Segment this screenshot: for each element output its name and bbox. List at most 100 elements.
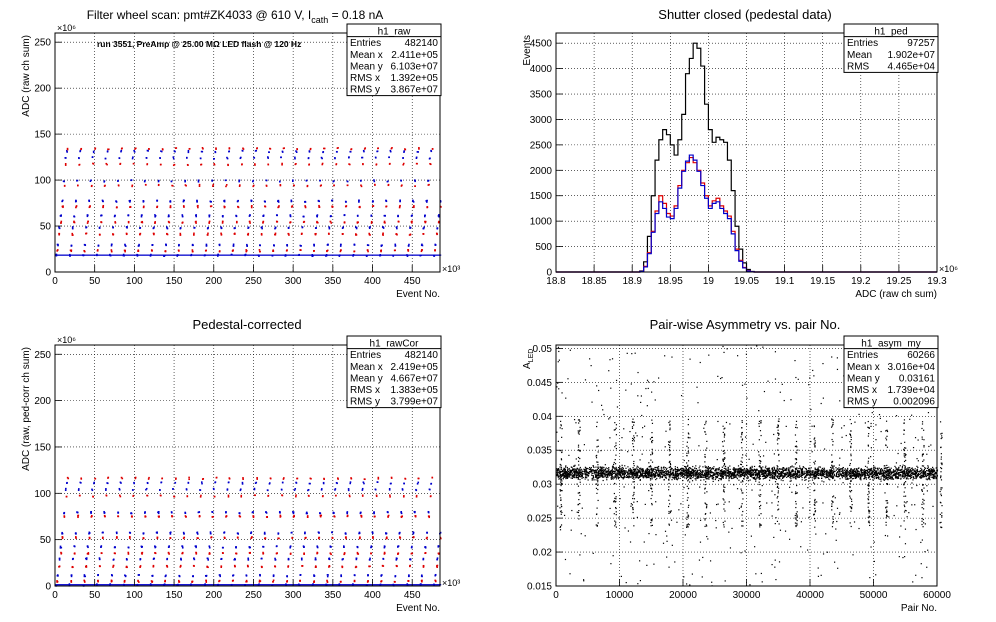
scatter-base-point: [388, 254, 390, 256]
asymmetry-point: [894, 477, 897, 479]
scatter-point: [152, 564, 155, 567]
asymmetry-point: [609, 475, 611, 477]
stats-box: [843, 23, 939, 73]
scatter-point: [328, 232, 330, 235]
asymmetry-point: [761, 471, 763, 473]
scatter-point: [262, 545, 265, 548]
scatter-base-point: [196, 584, 199, 586]
asymmetry-point: [782, 470, 784, 472]
asymmetry-point: [606, 471, 608, 473]
asymmetry-point: [569, 473, 571, 475]
asymmetry-point: [847, 470, 849, 473]
scatter-base-point: [275, 254, 278, 256]
asymmetry-point: [646, 469, 648, 471]
scatter-base-point: [86, 584, 88, 586]
scatter-point: [281, 494, 284, 497]
scatter-point: [234, 557, 236, 560]
scatter-point: [424, 546, 427, 549]
scatter-base-point: [70, 254, 72, 256]
scatter-base-point: [265, 254, 267, 256]
scatter-point: [192, 575, 194, 577]
asymmetry-point: [695, 465, 697, 467]
scatter-base-point: [383, 254, 386, 256]
asymmetry-point: [841, 471, 844, 473]
y-tick-label: 200: [34, 84, 51, 95]
asymmetry-point: [563, 470, 565, 472]
asymmetry-point: [875, 467, 877, 470]
scatter-point: [91, 488, 93, 491]
scatter-point: [280, 488, 283, 491]
scatter-point: [200, 150, 203, 153]
asymmetry-point: [600, 468, 603, 470]
asymmetry-point: [755, 478, 757, 481]
scatter-point: [64, 163, 67, 165]
scatter-point: [301, 565, 304, 567]
asymmetry-point: [853, 471, 856, 473]
scatter-base-point: [206, 254, 208, 256]
scatter-point: [111, 243, 113, 246]
scatter-base-point: [318, 584, 321, 586]
asymmetry-point: [619, 467, 621, 469]
asymmetry-point: [900, 477, 902, 479]
scatter-base-point: [330, 254, 332, 256]
scatter-point: [124, 243, 126, 246]
scatter-point: [123, 581, 126, 583]
scatter-point: [342, 226, 344, 229]
scatter-point: [358, 200, 360, 202]
scatter-base-point: [113, 584, 115, 586]
scatter-point: [408, 234, 411, 236]
scatter-base-point: [161, 584, 164, 586]
scatter-base-point: [154, 254, 156, 256]
scatter-base-point: [296, 584, 299, 586]
scatter-point: [164, 575, 167, 577]
scatter-base-point: [289, 584, 291, 586]
scatter-point: [154, 214, 156, 216]
asymmetry-point: [832, 467, 834, 469]
asymmetry-point: [736, 468, 738, 470]
scatter-point: [105, 162, 108, 165]
asymmetry-point: [699, 470, 702, 473]
scatter-point: [246, 245, 248, 247]
scatter-base-point: [365, 584, 367, 586]
asymmetry-point: [635, 472, 637, 474]
asymmetry-point: [859, 475, 861, 477]
asymmetry-point: [724, 471, 726, 473]
scatter-point: [235, 546, 237, 548]
stats-label: Mean y: [350, 373, 383, 384]
scatter-point: [411, 552, 414, 555]
scatter-base-point: [199, 584, 202, 586]
scatter-base-point: [80, 254, 83, 256]
scatter-point: [382, 227, 385, 229]
scatter-point: [265, 184, 268, 187]
scatter-point: [200, 481, 203, 483]
asymmetry-point: [738, 469, 740, 471]
scatter-base-point: [359, 254, 362, 256]
scatter-point: [252, 515, 255, 518]
scatter-base-point: [385, 254, 387, 256]
scatter-point: [279, 184, 282, 187]
scatter-base-point: [407, 584, 409, 586]
scatter-point: [336, 151, 338, 153]
asymmetry-point: [809, 469, 811, 471]
scatter-base-point: [415, 254, 417, 256]
scatter-point: [132, 162, 135, 165]
scatter-point: [236, 536, 239, 539]
scatter-point: [101, 537, 104, 539]
scatter-point: [290, 199, 293, 202]
scatter-point: [400, 512, 403, 515]
scatter-point: [411, 221, 413, 224]
scatter-point: [85, 226, 88, 229]
scatter-point: [352, 583, 354, 585]
scatter-base-point: [111, 584, 113, 586]
scatter-base-point: [339, 254, 342, 256]
scatter-base-point: [392, 254, 394, 256]
scatter-base-point: [381, 254, 384, 256]
asymmetry-point: [773, 476, 776, 478]
scatter-base-point: [68, 254, 70, 256]
asymmetry-point: [617, 478, 620, 480]
scatter-base-point: [333, 584, 335, 586]
asymmetry-point: [702, 474, 704, 477]
scatter-base-point: [145, 254, 147, 256]
scatter-base-point: [336, 584, 339, 586]
scatter-point: [200, 494, 202, 497]
